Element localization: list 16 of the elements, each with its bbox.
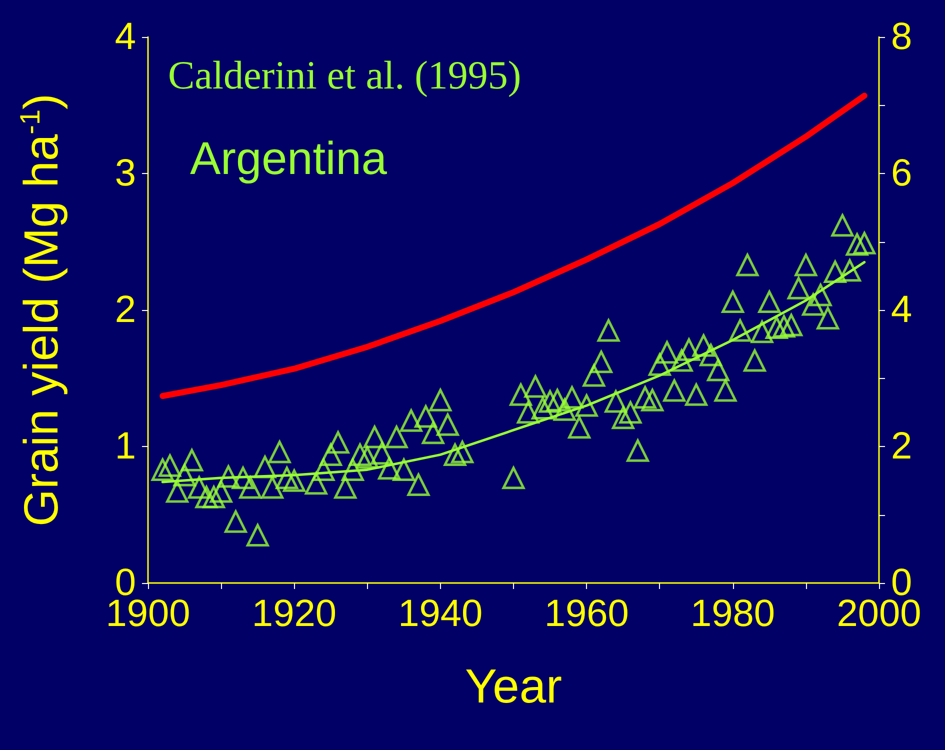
y-tick-label: 3 <box>114 152 136 194</box>
annotation: Argentina <box>190 132 388 184</box>
y-tick-label: 2 <box>114 289 136 331</box>
x-axis-title: Year <box>465 660 562 714</box>
x-tick-label: 1940 <box>398 593 483 635</box>
y2-tick-label: 6 <box>891 152 912 194</box>
y2-tick-label: 8 <box>891 16 912 58</box>
annotation: Calderini et al. (1995) <box>168 52 522 98</box>
y-tick-label: 1 <box>114 426 136 468</box>
x-tick-label: 1960 <box>544 593 629 635</box>
x-tick-label: 1980 <box>690 593 776 635</box>
y2-tick-label: 2 <box>891 426 912 468</box>
y-tick-label: 4 <box>114 16 136 58</box>
x-tick-label: 1920 <box>252 593 336 635</box>
y-axis-title: Grain yield (Mg ha-1) <box>14 93 68 527</box>
y2-tick-label: 4 <box>891 289 912 331</box>
